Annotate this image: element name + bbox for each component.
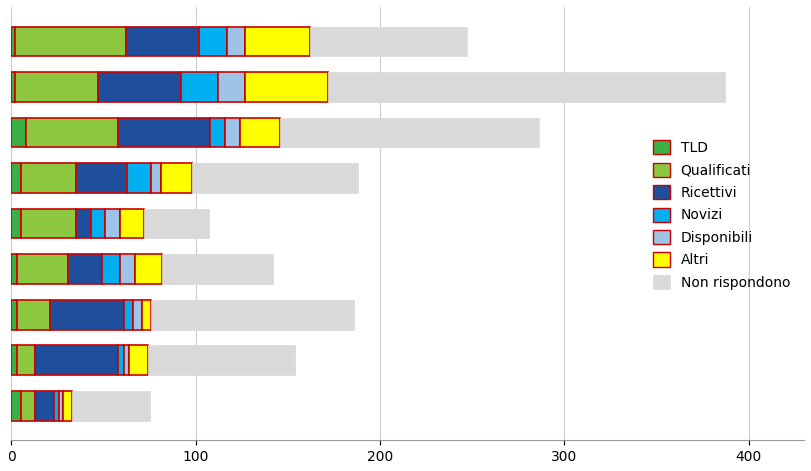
Bar bbox=[126, 27, 200, 56]
Bar bbox=[227, 27, 246, 56]
Bar bbox=[11, 27, 15, 56]
Bar bbox=[142, 300, 152, 330]
Bar bbox=[59, 391, 63, 421]
Bar bbox=[124, 346, 129, 375]
Bar bbox=[281, 118, 539, 147]
Bar bbox=[11, 72, 15, 102]
Bar bbox=[11, 254, 17, 284]
Bar bbox=[127, 163, 152, 193]
Bar bbox=[11, 209, 20, 238]
Bar bbox=[11, 118, 26, 147]
Bar bbox=[144, 209, 208, 238]
Bar bbox=[105, 209, 120, 238]
Bar bbox=[72, 391, 149, 421]
Bar bbox=[11, 346, 17, 375]
Bar bbox=[200, 27, 227, 56]
Bar bbox=[225, 118, 240, 147]
Bar bbox=[133, 300, 142, 330]
Bar bbox=[152, 163, 161, 193]
Bar bbox=[101, 254, 120, 284]
Bar bbox=[17, 346, 36, 375]
Bar bbox=[210, 118, 225, 147]
Bar bbox=[68, 254, 101, 284]
Bar bbox=[91, 209, 105, 238]
Bar bbox=[54, 391, 59, 421]
Bar bbox=[17, 300, 50, 330]
Bar bbox=[152, 300, 354, 330]
Bar bbox=[11, 391, 20, 421]
Bar bbox=[11, 300, 17, 330]
Bar bbox=[118, 346, 124, 375]
Bar bbox=[148, 346, 295, 375]
Bar bbox=[161, 163, 192, 193]
Bar bbox=[36, 391, 54, 421]
Bar bbox=[20, 391, 36, 421]
Bar bbox=[218, 72, 246, 102]
Bar bbox=[17, 254, 68, 284]
Bar bbox=[181, 72, 218, 102]
Bar bbox=[20, 163, 76, 193]
Bar bbox=[246, 27, 310, 56]
Bar bbox=[20, 209, 76, 238]
Bar bbox=[162, 254, 273, 284]
Bar bbox=[36, 346, 118, 375]
Bar bbox=[98, 72, 181, 102]
Bar bbox=[63, 391, 72, 421]
Bar bbox=[15, 27, 126, 56]
Bar bbox=[129, 346, 148, 375]
Bar bbox=[118, 118, 210, 147]
Bar bbox=[11, 163, 20, 193]
Bar bbox=[76, 209, 91, 238]
Bar bbox=[328, 72, 725, 102]
Bar bbox=[50, 300, 124, 330]
Bar bbox=[26, 118, 118, 147]
Bar bbox=[15, 72, 98, 102]
Bar bbox=[246, 72, 328, 102]
Legend: TLD, Qualificati, Ricettivi, Novizi, Disponibili, Altri, Non rispondono: TLD, Qualificati, Ricettivi, Novizi, Dis… bbox=[646, 133, 797, 297]
Bar bbox=[120, 209, 144, 238]
Bar bbox=[124, 300, 133, 330]
Bar bbox=[120, 254, 135, 284]
Bar bbox=[192, 163, 358, 193]
Bar bbox=[310, 27, 466, 56]
Bar bbox=[76, 163, 127, 193]
Bar bbox=[135, 254, 162, 284]
Bar bbox=[240, 118, 281, 147]
